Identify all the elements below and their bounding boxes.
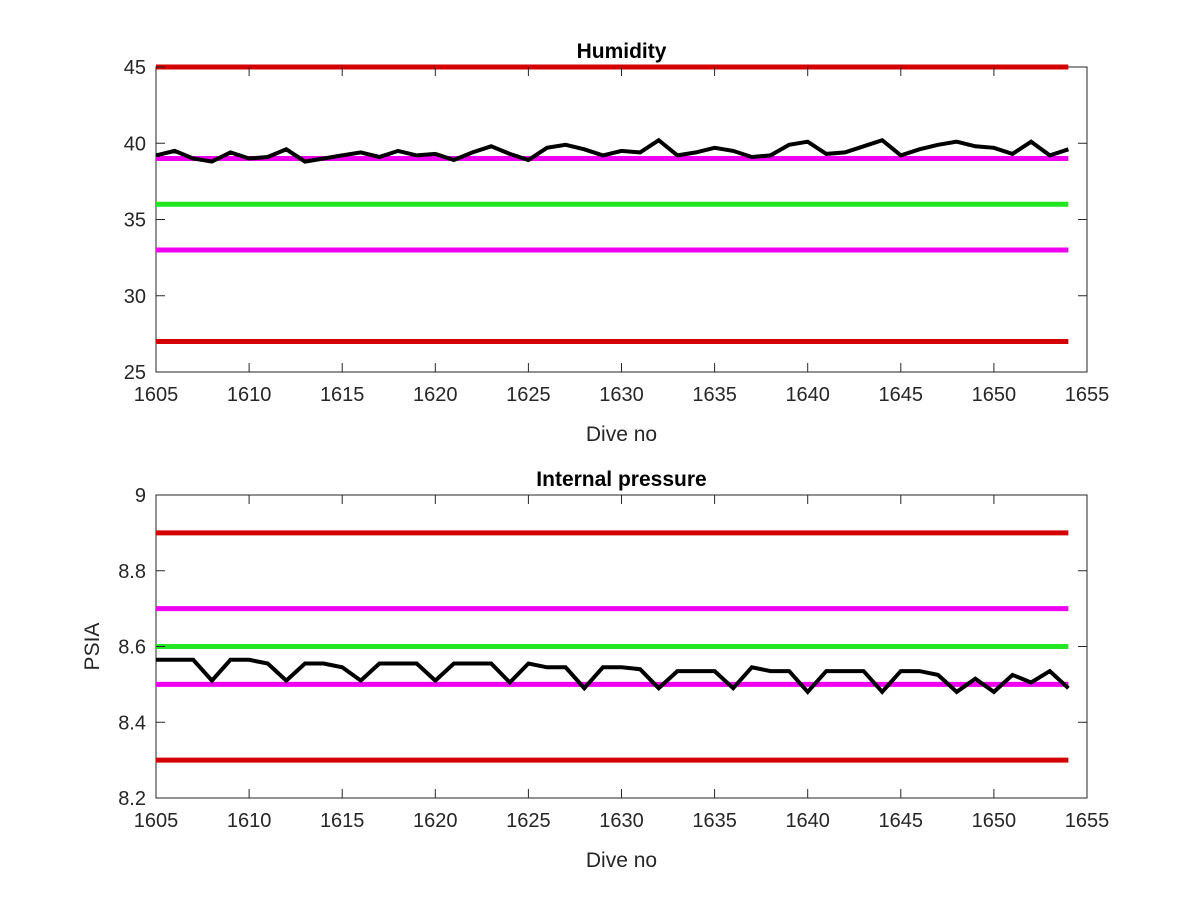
x-tick-label: 1605	[134, 384, 179, 406]
data-series-line	[155, 137, 1070, 164]
y-tick-label: 9	[135, 485, 146, 507]
x-tick-label: 1650	[972, 810, 1017, 832]
x-tick-label: 1620	[413, 384, 458, 406]
x-tick-label: 1630	[599, 810, 644, 832]
x-tick-label: 1610	[227, 384, 272, 406]
x-tick-label: 1635	[692, 384, 737, 406]
y-axis-label: PSIA	[81, 623, 104, 671]
x-tick-label: 1630	[599, 384, 644, 406]
x-tick-label: 1645	[879, 384, 924, 406]
y-tick-label: 8.6	[118, 637, 146, 659]
x-tick-label: 1615	[320, 384, 365, 406]
x-tick-label: 1650	[972, 384, 1017, 406]
chart-panel-2: 1605 1610 1615 1620 1625 1630 1635 1640 1645 1650…	[81, 468, 1109, 872]
y-tick-label: 8.2	[118, 788, 146, 810]
x-tick-label: 1615	[320, 810, 365, 832]
chart-panel-1: 1605 1610 1615 1620 1625 1630 1635 1640 1645 1650…	[124, 40, 1110, 446]
chart-title: Internal pressure	[536, 468, 706, 491]
x-axis-label: Dive no	[586, 849, 657, 872]
x-tick-label: 1605	[134, 810, 179, 832]
x-tick-label: 1625	[506, 810, 551, 832]
y-tick-label: 25	[124, 362, 146, 384]
y-tick-label: 30	[124, 286, 146, 308]
x-tick-label: 1645	[879, 810, 924, 832]
x-tick-label: 1625	[506, 384, 551, 406]
x-tick-label: 1655	[1065, 810, 1110, 832]
y-tick-label: 45	[124, 57, 146, 79]
y-tick-label: 35	[124, 210, 146, 232]
x-tick-label: 1640	[785, 384, 830, 406]
y-tick-label: 8.8	[118, 561, 146, 583]
plot-area	[155, 66, 1088, 373]
x-tick-label: 1610	[227, 810, 272, 832]
x-tick-label: 1635	[692, 810, 737, 832]
x-tick-label: 1655	[1065, 384, 1110, 406]
x-tick-label: 1620	[413, 810, 458, 832]
chart-title: Humidity	[577, 40, 667, 63]
data-series-line	[156, 657, 1070, 695]
x-axis-label: Dive no	[586, 423, 657, 446]
y-tick-label: 40	[124, 133, 146, 155]
y-tick-label: 8.4	[118, 712, 146, 734]
x-tick-label: 1640	[785, 810, 830, 832]
